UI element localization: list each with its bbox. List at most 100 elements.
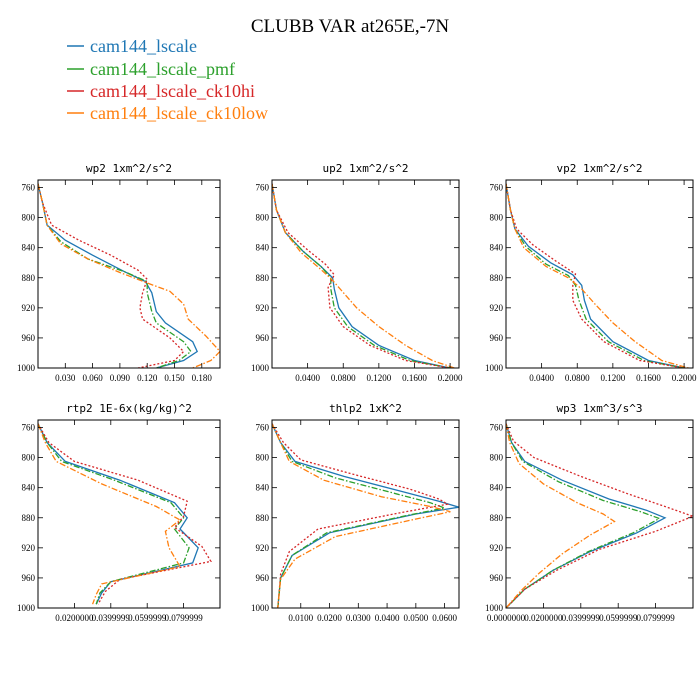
panel-title: vp2 1xm^2/s^2	[556, 162, 642, 175]
legend-label: cam144_lscale	[90, 36, 197, 56]
figure-title: CLUBB VAR at265E,-7N	[251, 16, 450, 37]
x-tick-label: 0.0799999	[164, 613, 203, 623]
panel-title: wp3 1xm^3/s^3	[556, 402, 642, 415]
series-line	[506, 183, 689, 368]
x-tick-label: 0.2000	[672, 373, 697, 383]
x-tick-label: 0.0600	[432, 613, 457, 623]
panel-title: rtp2 1E-6x(kg/kg)^2	[66, 402, 192, 415]
x-tick-label: 0.0599999	[128, 613, 167, 623]
x-tick-label: 0.0799999	[636, 613, 675, 623]
x-tick-label: 0.0200000	[55, 613, 94, 623]
series-line	[272, 183, 451, 368]
y-tick-label: 960	[22, 573, 36, 583]
x-tick-label: 0.120	[137, 373, 158, 383]
y-tick-label: 1000	[485, 363, 504, 373]
x-tick-label: 0.060	[82, 373, 103, 383]
x-tick-label: 0.180	[192, 373, 213, 383]
series-line	[38, 183, 220, 368]
chart-panel: wp2 1xm^2/s^2 760 800 840 880 920 960 1000 0.030…	[17, 162, 221, 383]
x-tick-label: 0.0200000	[524, 613, 563, 623]
y-tick-label: 880	[490, 273, 504, 283]
series-line	[272, 423, 450, 608]
series-line	[506, 183, 685, 368]
y-tick-label: 960	[22, 333, 36, 343]
x-tick-label: 0.150	[164, 373, 185, 383]
y-tick-label: 1000	[17, 603, 36, 613]
x-tick-label: 0.0400	[375, 613, 400, 623]
y-tick-label: 800	[490, 453, 504, 463]
plot-frame	[271, 419, 460, 609]
panel-title: wp2 1xm^2/s^2	[86, 162, 172, 175]
x-tick-label: 0.0500	[403, 613, 428, 623]
plot-frame	[37, 419, 221, 609]
plot-frame	[271, 179, 460, 369]
x-tick-label: 0.0800	[565, 373, 590, 383]
y-tick-label: 1000	[485, 603, 504, 613]
y-tick-label: 920	[256, 303, 270, 313]
y-tick-label: 880	[22, 273, 36, 283]
series-line	[38, 183, 192, 368]
y-tick-label: 840	[256, 243, 270, 253]
y-tick-label: 840	[22, 483, 36, 493]
y-tick-label: 920	[490, 303, 504, 313]
y-tick-label: 800	[490, 213, 504, 223]
y-tick-label: 960	[256, 333, 270, 343]
panel-title: thlp2 1xK^2	[329, 402, 402, 415]
y-tick-label: 920	[22, 543, 36, 553]
y-tick-label: 1000	[251, 603, 270, 613]
y-tick-label: 760	[490, 183, 504, 193]
series-line	[38, 183, 199, 368]
x-tick-label: 0.0100	[288, 613, 313, 623]
y-tick-label: 880	[256, 273, 270, 283]
series-line	[38, 183, 185, 368]
x-tick-label: 0.030	[55, 373, 76, 383]
series-line	[38, 423, 182, 605]
y-tick-label: 920	[22, 303, 36, 313]
x-tick-label: 0.0000000	[487, 613, 526, 623]
chart-panel: up2 1xm^2/s^2 760 800 840 880 920 960 1000 0.040…	[251, 162, 463, 383]
series-line	[272, 183, 451, 368]
y-tick-label: 760	[22, 183, 36, 193]
x-tick-label: 0.0400	[295, 373, 320, 383]
y-tick-label: 920	[490, 543, 504, 553]
y-tick-label: 800	[22, 213, 36, 223]
series-line	[272, 423, 447, 608]
y-tick-label: 760	[256, 183, 270, 193]
x-tick-label: 0.1600	[402, 373, 427, 383]
y-tick-label: 880	[256, 513, 270, 523]
y-tick-label: 1000	[251, 363, 270, 373]
series-line	[506, 423, 661, 608]
y-tick-label: 840	[22, 243, 36, 253]
x-tick-label: 0.0599999	[599, 613, 638, 623]
series-line	[506, 423, 616, 608]
y-tick-label: 960	[490, 573, 504, 583]
x-tick-label: 0.0399999	[92, 613, 131, 623]
chart-panel: thlp2 1xK^2 760 800 840 880 920 960 1000 0.0100 0…	[251, 402, 460, 623]
series-line	[38, 423, 190, 605]
x-tick-label: 0.0800	[331, 373, 356, 383]
x-tick-label: 0.1200	[600, 373, 625, 383]
plot-frame	[505, 179, 694, 369]
x-tick-label: 0.090	[110, 373, 131, 383]
panel-title: up2 1xm^2/s^2	[322, 162, 408, 175]
series-line	[272, 423, 451, 608]
y-tick-label: 800	[256, 213, 270, 223]
series-line	[38, 423, 199, 605]
series-line	[506, 423, 667, 608]
y-tick-label: 960	[256, 573, 270, 583]
series-line	[38, 423, 212, 605]
y-tick-label: 840	[256, 483, 270, 493]
plot-frame	[505, 419, 694, 609]
series-line	[506, 183, 685, 368]
series-line	[506, 423, 693, 608]
legend: cam144_lscale cam144_lscale_pmf cam144_l…	[67, 36, 268, 123]
x-tick-label: 0.0400	[529, 373, 554, 383]
legend-label: cam144_lscale_ck10hi	[90, 81, 255, 101]
legend-entry: cam144_lscale	[67, 36, 197, 56]
x-tick-label: 0.1200	[366, 373, 391, 383]
legend-entry: cam144_lscale_ck10low	[67, 103, 268, 123]
series-line	[272, 183, 455, 368]
panels: wp2 1xm^2/s^2 760 800 840 880 920 960 1000 0.030…	[17, 162, 697, 623]
y-tick-label: 760	[256, 423, 270, 433]
chart-panel: wp3 1xm^3/s^3 760 800 840 880 920 960 10000.000…	[485, 402, 694, 623]
